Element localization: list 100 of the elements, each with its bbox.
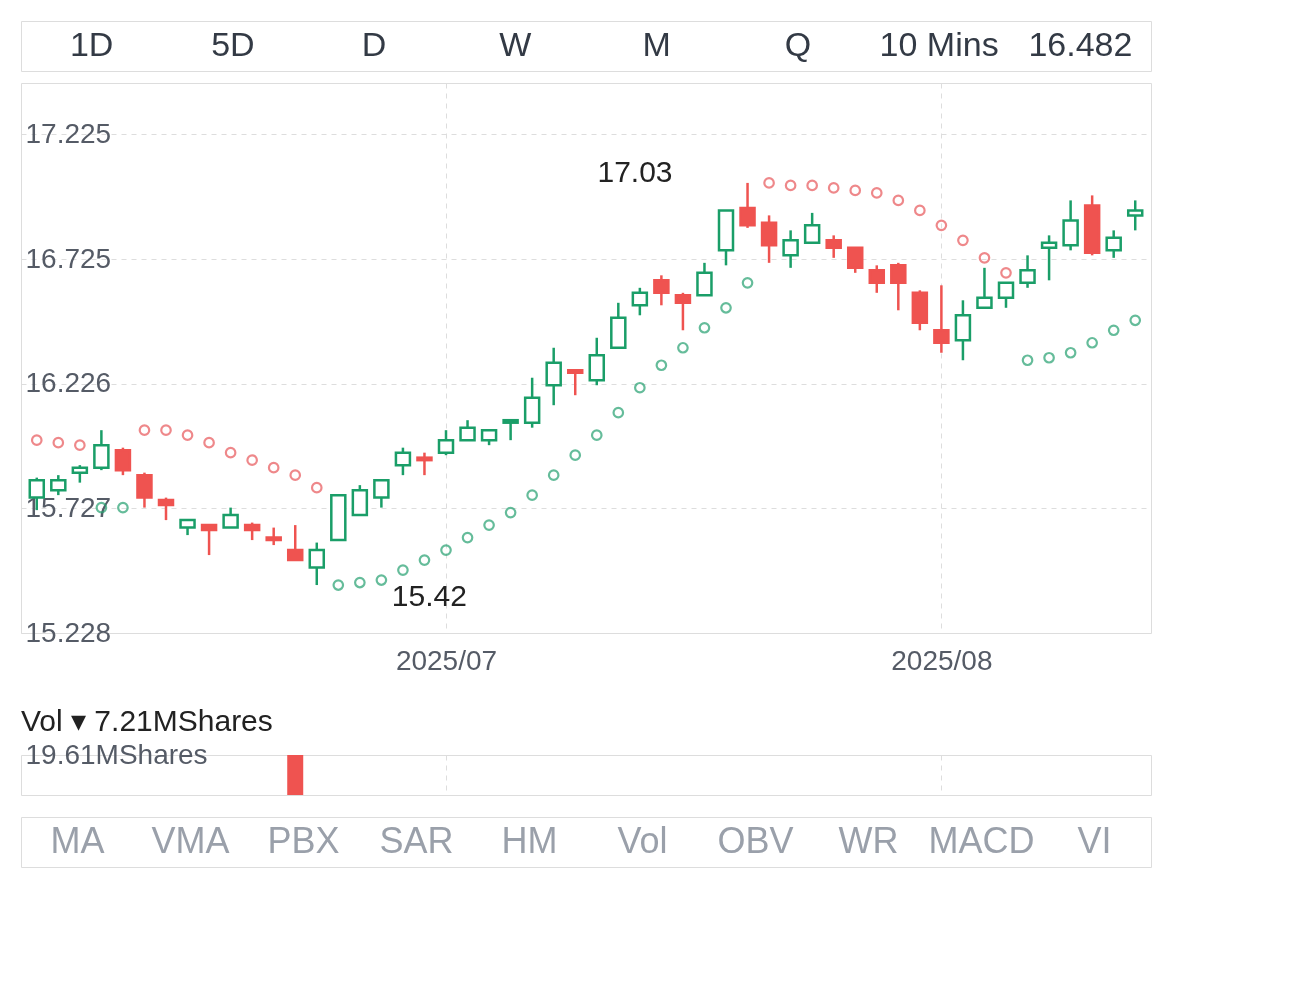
- candlestick: [502, 418, 519, 442]
- candlestick: [50, 473, 67, 497]
- candlestick: [394, 446, 412, 477]
- text: SAR: [379, 820, 454, 861]
- point: [181, 429, 194, 442]
- text: M: [642, 25, 671, 63]
- point: [827, 182, 840, 194]
- point: [138, 424, 151, 437]
- text: W: [499, 25, 532, 63]
- candlestick: [1019, 254, 1036, 290]
- point: [677, 341, 689, 354]
- candlestick: [674, 291, 692, 332]
- text: HM: [501, 820, 558, 861]
- candlestick: [846, 246, 864, 275]
- point: [267, 461, 280, 474]
- text: VMA: [151, 820, 230, 861]
- candlestick: [653, 274, 670, 307]
- point: [504, 506, 517, 519]
- point: [1064, 346, 1077, 359]
- point: [203, 436, 215, 449]
- point: [849, 184, 862, 197]
- candlestick: [114, 446, 132, 477]
- point: [1086, 336, 1098, 349]
- candlestick: [782, 229, 799, 270]
- point: [526, 489, 538, 501]
- y-tick-label: 15.727: [25, 491, 112, 523]
- chart-title: Vol ▾ 7.21MShares: [21, 704, 273, 737]
- point: [741, 276, 754, 289]
- point: [332, 579, 345, 591]
- candlestick: [222, 506, 239, 529]
- point: [1043, 351, 1055, 364]
- point: [418, 554, 431, 566]
- y-tick-label: 16.725: [25, 242, 112, 274]
- text: VI: [1077, 820, 1112, 861]
- y-tick-label: 15.228: [25, 616, 112, 648]
- candlestick: [760, 214, 778, 265]
- candlestick: [416, 451, 433, 477]
- x-tick-label: 2025/07: [395, 644, 498, 676]
- annotation: 17.03: [597, 154, 673, 188]
- point: [914, 204, 926, 217]
- candlestick: [1105, 229, 1122, 260]
- point: [52, 436, 65, 449]
- point: [117, 501, 129, 514]
- text: 1D: [69, 25, 114, 63]
- point: [1000, 266, 1012, 279]
- candlestick: [545, 346, 562, 407]
- candlestick: [566, 368, 584, 397]
- text: 10 Mins: [879, 25, 999, 63]
- point: [310, 481, 323, 494]
- point: [720, 301, 732, 314]
- point: [892, 194, 905, 207]
- point: [590, 429, 603, 442]
- candlestick: [997, 281, 1015, 310]
- candlestick: [631, 286, 649, 317]
- point: [1107, 324, 1120, 337]
- point: [74, 439, 86, 451]
- text: D: [361, 25, 387, 63]
- point: [806, 179, 818, 192]
- point: [978, 252, 991, 264]
- candlestick: [825, 234, 842, 260]
- point: [30, 434, 43, 447]
- point: [547, 469, 560, 481]
- candlestick: [93, 428, 110, 472]
- candlestick: [373, 478, 390, 509]
- candlestick: [976, 266, 993, 310]
- point: [375, 574, 388, 586]
- y-tick-label: 16.226: [25, 367, 112, 399]
- point: [397, 564, 409, 576]
- point: [698, 321, 711, 334]
- candlestick: [696, 261, 713, 297]
- candlestick: [933, 284, 950, 354]
- candlestick: [803, 211, 821, 245]
- text: PBX: [267, 820, 340, 861]
- candlestick: [1126, 199, 1144, 232]
- point: [634, 381, 646, 394]
- text: Q: [784, 25, 812, 63]
- point: [935, 219, 948, 232]
- candlestick: [308, 541, 326, 587]
- candlestick: [286, 523, 304, 562]
- text: OBV: [717, 820, 794, 861]
- point: [160, 424, 172, 437]
- candlestick: [890, 261, 907, 312]
- point: [1129, 314, 1142, 327]
- candlestick: [739, 181, 756, 230]
- point: [957, 234, 969, 247]
- y-tick-label: 17.225: [25, 117, 112, 149]
- candlestick: [868, 264, 886, 295]
- point: [483, 519, 495, 531]
- text: 5D: [211, 25, 255, 63]
- candlestick: [136, 471, 153, 509]
- y-tick-label: 19.61MShares: [25, 738, 208, 770]
- point: [870, 187, 883, 199]
- candlestick: [1040, 234, 1058, 282]
- point: [246, 454, 258, 466]
- text: Vol: [617, 820, 668, 861]
- point: [784, 179, 797, 192]
- point: [461, 531, 474, 544]
- text: MACD: [928, 820, 1035, 861]
- text: MA: [50, 820, 105, 861]
- candlestick: [157, 496, 175, 522]
